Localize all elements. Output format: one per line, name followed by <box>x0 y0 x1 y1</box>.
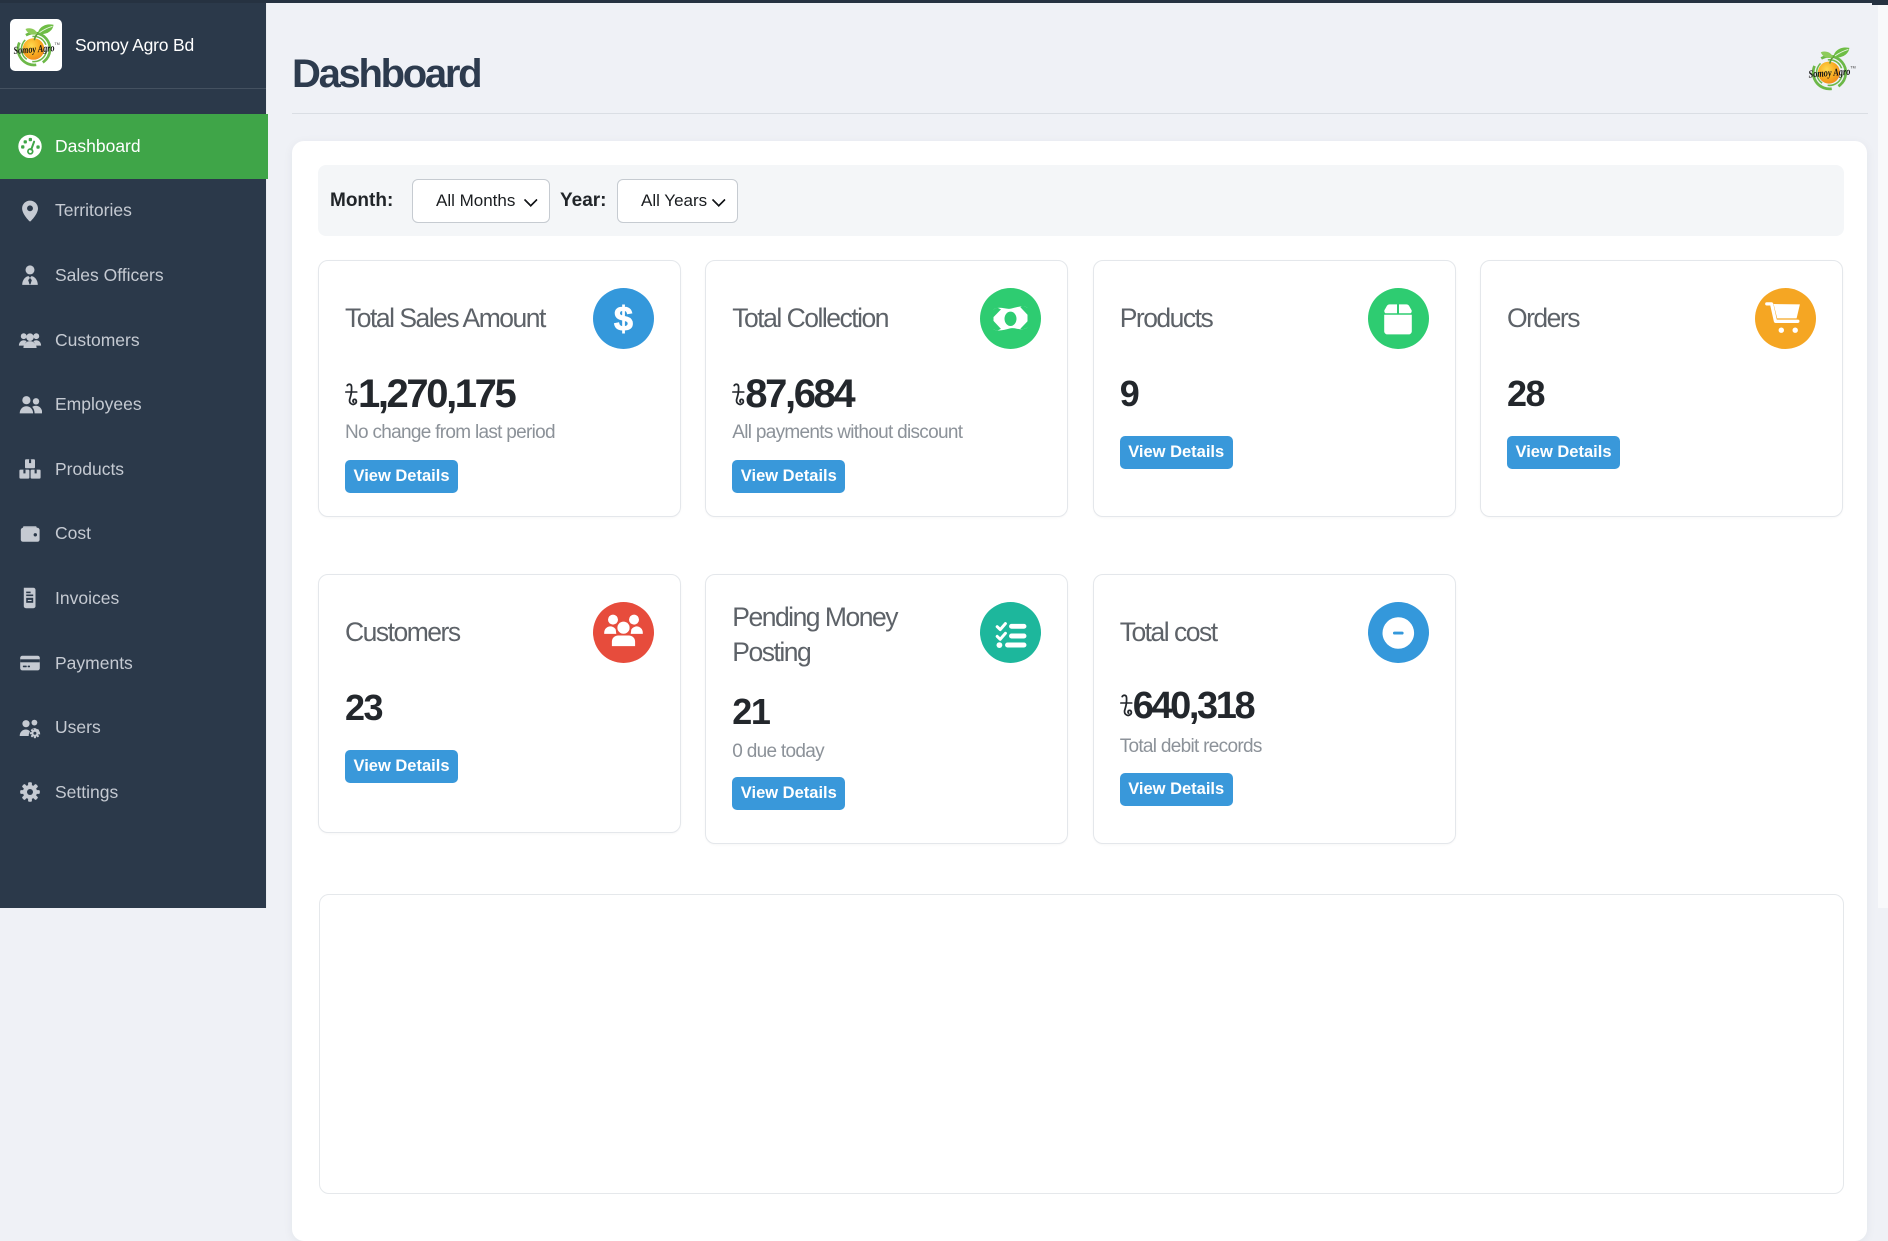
svg-text:$: $ <box>614 300 633 338</box>
